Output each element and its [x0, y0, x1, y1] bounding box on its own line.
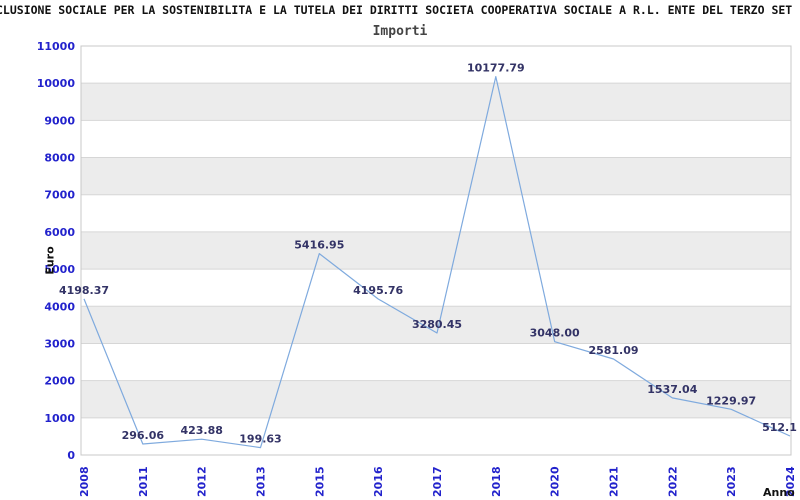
point-value-label: 199.63 — [239, 433, 281, 446]
y-tick-label: 7000 — [44, 189, 75, 202]
chart-subtitle: Importi — [372, 24, 428, 39]
x-tick-label: 2020 — [549, 466, 562, 497]
x-tick-label: 2018 — [490, 466, 503, 497]
chart-title: CLUSIONE SOCIALE PER LA SOSTENIBILITA E … — [0, 3, 793, 17]
point-value-label: 2581.09 — [588, 344, 638, 357]
grid-band — [81, 306, 791, 344]
x-tick-label: 2012 — [196, 466, 209, 497]
point-value-label: 4195.76 — [353, 284, 403, 297]
point-value-label: 3048.00 — [530, 327, 580, 340]
grid-band — [81, 231, 791, 270]
y-tick-label: 8000 — [44, 152, 75, 165]
x-tick-label: 2011 — [137, 466, 150, 497]
y-tick-label: 2000 — [44, 375, 75, 388]
point-value-label: 1537.04 — [647, 383, 697, 396]
point-value-label: 5416.95 — [294, 239, 344, 252]
x-tick-label: 2008 — [78, 466, 91, 497]
x-tick-label: 2016 — [372, 466, 385, 497]
x-tick-label: 2013 — [255, 466, 268, 497]
grid-band — [81, 83, 791, 121]
plot-border — [80, 45, 792, 456]
y-tick-label: 0 — [67, 449, 75, 462]
y-tick-label: 1000 — [44, 412, 75, 425]
x-tick-label: 2021 — [608, 466, 621, 497]
y-tick-label: 4000 — [44, 300, 75, 313]
x-axis-title: Anno — [763, 486, 795, 499]
y-tick-label: 9000 — [44, 114, 75, 127]
x-tick-label: 2024 — [784, 466, 797, 497]
y-tick-label: 6000 — [44, 226, 75, 239]
y-tick-label: 5000 — [44, 263, 75, 276]
y-tick-label: 10000 — [37, 77, 76, 90]
data-line — [83, 75, 791, 449]
y-tick-label: 3000 — [44, 337, 75, 350]
grid-band — [81, 157, 791, 195]
x-tick-label: 2017 — [431, 466, 444, 497]
point-value-label: 296.06 — [122, 429, 165, 442]
y-axis-title: Euro — [43, 246, 57, 275]
x-tick-label: 2015 — [313, 466, 326, 497]
point-value-label: 512.1 — [762, 421, 797, 434]
point-value-label: 3280.45 — [412, 318, 462, 331]
point-value-label: 4198.37 — [59, 284, 109, 297]
point-value-label: 1229.97 — [706, 394, 756, 407]
point-value-label: 10177.79 — [467, 62, 525, 75]
point-value-label: 423.88 — [180, 424, 222, 437]
grid-band — [81, 380, 791, 418]
x-tick-label: 2023 — [725, 466, 738, 497]
x-tick-label: 2022 — [666, 466, 679, 497]
y-tick-label: 11000 — [37, 40, 76, 53]
